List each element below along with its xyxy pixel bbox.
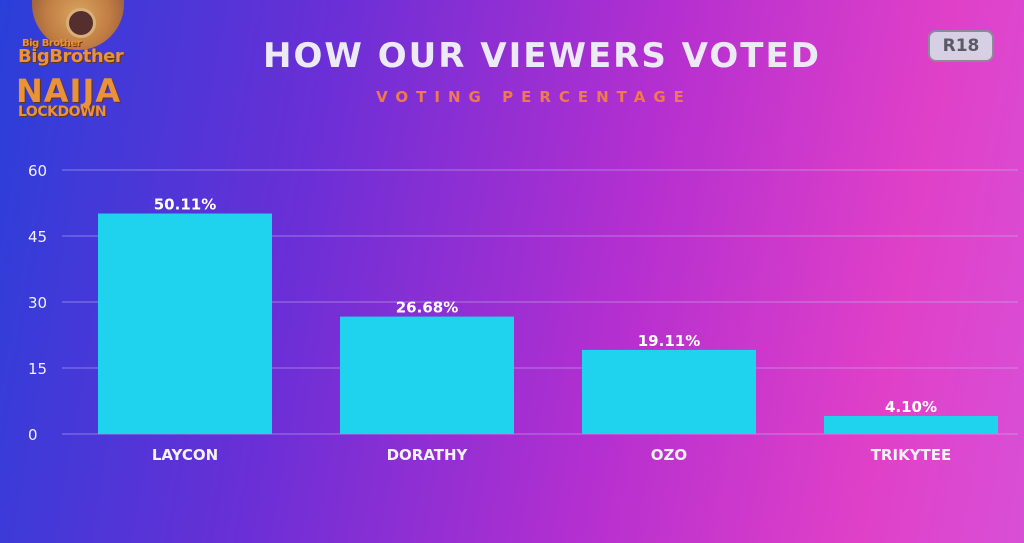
y-tick-label: 0 xyxy=(28,426,38,444)
logo-text-line1: Big Brother xyxy=(22,38,82,49)
bar-laycon xyxy=(98,213,272,434)
y-tick-label: 60 xyxy=(28,162,47,180)
logo-text-line4: LOCKDOWN xyxy=(18,104,107,120)
x-category-label: OZO xyxy=(651,446,687,464)
age-rating-badge: R18 xyxy=(928,30,994,62)
logo-text-line3: NAIJA xyxy=(16,72,122,110)
data-label: 4.10% xyxy=(885,398,937,416)
y-tick-label: 15 xyxy=(28,360,47,378)
x-category-label: DORATHY xyxy=(387,446,469,464)
bar-trikytee xyxy=(824,415,998,434)
chart-subtitle: VOTING PERCENTAGE xyxy=(376,88,692,106)
data-label: 19.11% xyxy=(638,332,700,350)
x-category-label: LAYCON xyxy=(152,446,218,464)
bar-ozo xyxy=(582,349,756,434)
data-label: 50.11% xyxy=(154,196,216,214)
logo-text-line2: BigBrother xyxy=(18,46,124,67)
y-tick-label: 45 xyxy=(28,228,47,246)
bar-dorathy xyxy=(340,316,514,434)
big-brother-naija-logo: Big Brother BigBrother NAIJA LOCKDOWN xyxy=(10,0,140,130)
y-tick-label: 30 xyxy=(28,294,47,312)
x-category-label: TRIKYTEE xyxy=(871,446,952,464)
eye-pupil-icon xyxy=(66,8,96,38)
chart-title: HOW OUR VIEWERS VOTED xyxy=(263,36,821,76)
data-label: 26.68% xyxy=(396,299,458,317)
